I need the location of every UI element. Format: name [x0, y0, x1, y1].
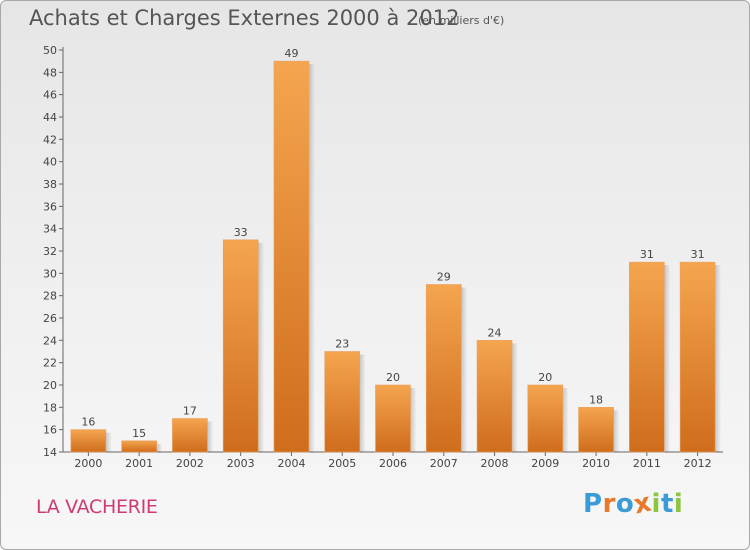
x-tick-label-2005: 2005: [328, 457, 356, 470]
y-tick-label: 38: [43, 178, 57, 191]
x-tick-label-2007: 2007: [430, 457, 458, 470]
value-label-2010: 18: [589, 393, 603, 406]
bar-shadow: [715, 265, 722, 452]
bar-shadow: [105, 432, 112, 452]
value-label-2008: 24: [488, 326, 502, 339]
value-label-2011: 31: [640, 248, 654, 261]
value-label-2004: 49: [284, 47, 298, 60]
x-tick-label-2003: 2003: [227, 457, 255, 470]
bar-2003: [222, 239, 259, 453]
logo-letter: i: [673, 489, 684, 519]
value-label-2012: 31: [691, 248, 705, 261]
y-tick-label: 24: [43, 334, 57, 347]
bar-shadow: [613, 410, 620, 452]
bar-2005: [324, 351, 361, 453]
value-labels: 16 15 17 33 49 23 20 29 24 20 18 31 31: [81, 47, 704, 440]
x-tick-label-2009: 2009: [531, 457, 559, 470]
chart-title: Achats et Charges Externes 2000 à 2012: [29, 6, 460, 30]
y-tick-label: 26: [43, 312, 57, 325]
x-tick-label-2011: 2011: [633, 457, 661, 470]
logo-letter: i: [651, 489, 661, 519]
y-tick-label: 36: [43, 200, 57, 213]
value-label-2000: 16: [81, 416, 95, 429]
value-label-2009: 20: [538, 371, 552, 384]
value-label-2007: 29: [437, 271, 451, 284]
bar-2011: [629, 261, 665, 453]
y-tick-label: 48: [43, 66, 57, 79]
x-tick-label-2006: 2006: [379, 457, 407, 470]
y-tick-label: 34: [43, 223, 57, 236]
bar-2009: [527, 384, 564, 453]
bar-2012: [679, 261, 716, 453]
bar-shadow: [258, 242, 265, 452]
value-label-2001: 15: [132, 427, 146, 440]
x-tick-label-2000: 2000: [74, 457, 102, 470]
bar-2001: [121, 440, 157, 453]
chart-unit: (en milliers d'€): [418, 14, 505, 27]
y-tick-label: 42: [43, 133, 57, 146]
x-tick-label-2004: 2004: [277, 457, 305, 470]
y-tick-label: 44: [43, 111, 57, 124]
logo-letter: r: [602, 489, 616, 519]
axes: 14 16 18 20 22 24 26 28 30 32 34 36 38 40 42 44 46 48 50 20…: [43, 44, 723, 470]
bar-shadow: [359, 354, 366, 452]
y-tick-label: 28: [43, 290, 57, 303]
y-tick-label: 14: [43, 446, 57, 459]
value-label-2002: 17: [183, 405, 197, 418]
bar-2008: [476, 340, 513, 453]
proxiti-logo: Proxiti: [583, 488, 684, 521]
y-tick-label: 20: [43, 379, 57, 392]
x-tick-label-2010: 2010: [582, 457, 610, 470]
bar-2006: [375, 384, 411, 453]
y-tick-label: 46: [43, 89, 57, 102]
bar-2002: [172, 418, 208, 453]
y-tick-label: 22: [43, 357, 57, 370]
x-tick-label-2012: 2012: [684, 457, 712, 470]
y-tick-label: 30: [43, 267, 57, 280]
value-label-2006: 20: [386, 371, 400, 384]
bar-shadow: [410, 388, 417, 452]
bar-shadow: [512, 343, 519, 452]
y-tick-label: 50: [43, 44, 57, 57]
value-label-2005: 23: [335, 338, 349, 351]
bars: [70, 60, 722, 453]
bar-shadow: [156, 443, 163, 452]
value-label-2003: 33: [234, 226, 248, 239]
bar-2000: [70, 429, 107, 453]
logo-letter: t: [660, 489, 674, 519]
x-tick-label-2002: 2002: [176, 457, 204, 470]
bar-2004: [273, 60, 310, 453]
bar-shadow: [308, 64, 315, 452]
bar-2007: [425, 284, 462, 453]
logo-letter: P: [583, 489, 603, 519]
x-tick-label-2008: 2008: [481, 457, 509, 470]
bar-shadow: [562, 388, 569, 452]
bar-shadow: [207, 421, 214, 452]
y-tick-label: 18: [43, 401, 57, 414]
y-tick-label: 32: [43, 245, 57, 258]
bar-shadow: [664, 265, 671, 452]
y-tick-label: 40: [43, 156, 57, 169]
bar-shadow: [461, 287, 468, 452]
bar-2010: [578, 407, 614, 453]
x-tick-label-2001: 2001: [125, 457, 153, 470]
place-name: LA VACHERIE: [36, 496, 158, 518]
y-tick-label: 16: [43, 424, 57, 437]
logo-letter: o: [615, 489, 635, 519]
